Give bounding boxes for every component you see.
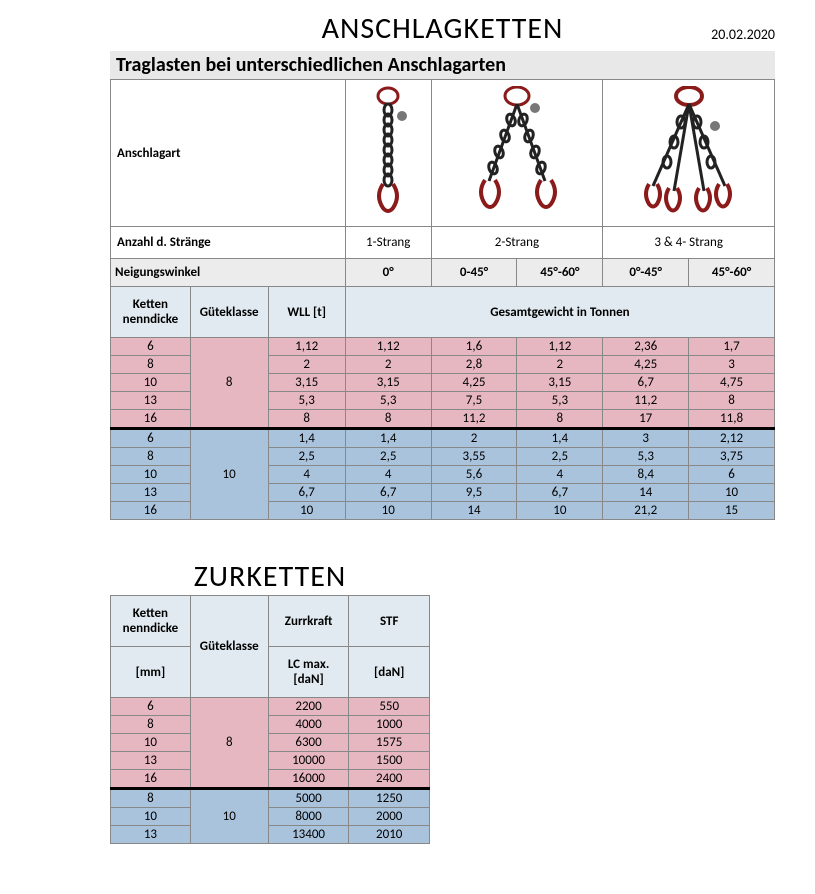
table-row: 13100001500 (111, 752, 430, 770)
strand-2: 2-Strang (431, 227, 603, 259)
hdr-wll: WLL [t] (268, 287, 345, 338)
table-row: 681,121,121,61,122,361,7 (111, 338, 775, 356)
hdr-gesamt: Gesamtgewicht in Tonnen (345, 287, 774, 338)
label-anschlagart: Anschlagart (111, 80, 346, 227)
chain-2-strand-icon (431, 80, 603, 227)
zur-table: Kettennenndicke Güteklasse Zurrkraft STF… (110, 595, 430, 844)
table-row: 1080002000 (111, 808, 430, 826)
zur-h-zurr: Zurrkraft (268, 596, 349, 647)
label-neigung: Neigungswinkel (111, 259, 346, 287)
zur-h-kette: Kettennenndicke (111, 596, 191, 647)
zur-h-mm: [mm] (111, 647, 191, 698)
strand-3: 3 & 4- Strang (603, 227, 775, 259)
zur-h-dan: [daN] (349, 647, 430, 698)
table-row: 840001000 (111, 716, 430, 734)
chain-4-strand-icon (603, 80, 775, 227)
label-anzahl: Anzahl d. Stränge (111, 227, 346, 259)
zur-h-gutek: Güteklasse (190, 596, 268, 698)
angle-1: 0-45° (431, 259, 517, 287)
angle-3: 0°-45° (603, 259, 689, 287)
gutek-10: 10 (190, 429, 268, 520)
table-row: 682200550 (111, 698, 430, 716)
title-zurketten: ZURKETTEN (110, 558, 430, 595)
hdr-gutek: Güteklasse (190, 287, 268, 338)
angle-0: 0° (345, 259, 431, 287)
page-title: ANSCHLAGKETTEN (110, 10, 775, 47)
main-table: Anschlagart (110, 79, 775, 520)
title-area: ANSCHLAGKETTEN 20.02.2020 (110, 10, 775, 47)
zur-h-lc: LC max. [daN] (268, 647, 349, 698)
strand-1: 1-Strang (345, 227, 431, 259)
table-row: 6101,41,421,432,12 (111, 429, 775, 448)
table-row: 81050001250 (111, 789, 430, 808)
zur-gutek-10: 10 (190, 789, 268, 844)
row-strands: Anzahl d. Stränge 1-Strang 2-Strang 3 & … (111, 227, 775, 259)
subtitle-bar: Traglasten bei unterschiedlichen Anschla… (110, 51, 775, 79)
row-angle: Neigungswinkel 0° 0-45° 45°-60° 0°-45° 4… (111, 259, 775, 287)
angle-2: 45°-60° (517, 259, 603, 287)
date: 20.02.2020 (711, 26, 775, 43)
chain-1-strand-icon (345, 80, 431, 227)
hdr-kette: Kettennenndicke (111, 287, 191, 338)
row-zur-hdr2: [mm] LC max. [daN] [daN] (111, 647, 430, 698)
table-row: 1063001575 (111, 734, 430, 752)
zur-h-stf: STF (349, 596, 430, 647)
zur-gutek-8: 8 (190, 698, 268, 789)
page: ANSCHLAGKETTEN 20.02.2020 Traglasten bei… (40, 10, 775, 844)
gutek-8: 8 (190, 338, 268, 429)
row-colhdr: Kettennenndicke Güteklasse WLL [t] Gesam… (111, 287, 775, 338)
table-row: 13134002010 (111, 826, 430, 844)
row-zur-hdr1: Kettennenndicke Güteklasse Zurrkraft STF (111, 596, 430, 647)
angle-4: 45°-60° (689, 259, 775, 287)
table-row: 16160002400 (111, 770, 430, 789)
row-anschlagart: Anschlagart (111, 80, 775, 227)
